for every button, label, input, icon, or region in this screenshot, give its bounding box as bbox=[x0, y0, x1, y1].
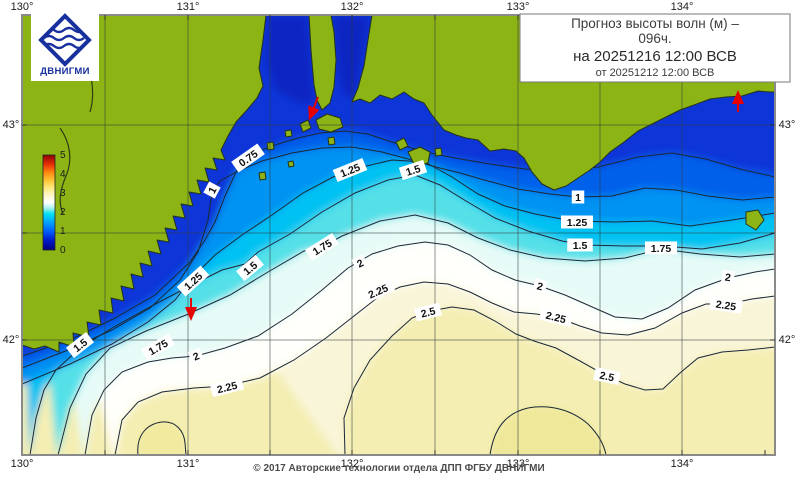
svg-text:2.5: 2.5 bbox=[598, 370, 615, 385]
svg-text:1.75: 1.75 bbox=[651, 243, 672, 255]
graticule bbox=[22, 15, 775, 455]
contour-label: 1.5 bbox=[567, 238, 593, 252]
legend-tick-label: 4 bbox=[60, 169, 66, 180]
contour-label: 2.5 bbox=[593, 366, 621, 386]
copyright-text: © 2017 Авторские технологии отдела ДПП Ф… bbox=[253, 463, 544, 474]
contour-label: 1 bbox=[203, 181, 221, 199]
svg-text:2: 2 bbox=[191, 350, 201, 363]
forecast-lead-hours: 096ч. bbox=[638, 31, 671, 46]
island bbox=[745, 209, 765, 231]
axis-labels: 130° 131° 132° 133° 134° 130° 131° 132° 133° 134°… bbox=[3, 1, 796, 470]
svg-text:2: 2 bbox=[724, 272, 732, 285]
svg-text:1.25: 1.25 bbox=[567, 217, 588, 229]
legend-tick-label: 2 bbox=[60, 207, 66, 218]
sea-field bbox=[22, 15, 775, 455]
lon-label-bottom: 130° bbox=[11, 458, 34, 470]
logo-background bbox=[31, 13, 99, 81]
lon-label-bottom: 132° bbox=[341, 458, 364, 470]
svg-text:2.25: 2.25 bbox=[544, 310, 567, 327]
forecast-valid-time: на 20251216 12:00 ВСВ bbox=[573, 48, 737, 65]
lat-label-left: 42° bbox=[3, 334, 20, 346]
lon-label-bottom: 134° bbox=[671, 458, 694, 470]
lat-label-left: 43° bbox=[3, 119, 20, 131]
contour-label: 2.25 bbox=[538, 306, 574, 328]
svg-text:1.5: 1.5 bbox=[573, 240, 588, 252]
contour-label: 2 bbox=[187, 347, 205, 365]
island bbox=[287, 160, 295, 168]
svg-text:2: 2 bbox=[355, 257, 366, 270]
logo-text: ДВНИГМИ bbox=[40, 66, 90, 77]
contour-label: 2 bbox=[720, 269, 736, 285]
contour-label: 1.25 bbox=[561, 215, 593, 229]
svg-text:1: 1 bbox=[575, 192, 581, 204]
legend-tick-label: 5 bbox=[60, 150, 66, 161]
lon-label-top: 130° bbox=[11, 1, 34, 13]
island bbox=[434, 147, 443, 157]
island bbox=[258, 171, 267, 181]
svg-text:2: 2 bbox=[535, 280, 544, 293]
lat-label-right: 43° bbox=[779, 119, 796, 131]
title-box: Прогноз высоты волн (м) – 096ч. на 20251… bbox=[519, 13, 791, 83]
lon-label-bottom: 133° bbox=[507, 458, 530, 470]
contour-label: 2.25 bbox=[709, 296, 743, 314]
contour-label: 1.5 bbox=[398, 159, 428, 181]
contour-label: 1.75 bbox=[645, 241, 677, 255]
contour-label: 2 bbox=[351, 254, 369, 272]
legend-tick-label: 3 bbox=[60, 188, 66, 199]
legend-tick-label: 0 bbox=[60, 245, 66, 256]
contour-lines bbox=[22, 130, 775, 455]
svg-text:1.5: 1.5 bbox=[405, 163, 423, 179]
lon-label-bottom: 131° bbox=[177, 458, 200, 470]
lat-label-right: 42° bbox=[779, 334, 796, 346]
contour-label: 2 bbox=[532, 278, 548, 294]
lon-label-top: 134° bbox=[671, 1, 694, 13]
peninsula bbox=[308, 15, 337, 111]
island bbox=[299, 119, 312, 133]
island bbox=[327, 136, 336, 146]
lon-label-top: 132° bbox=[341, 1, 364, 13]
svg-text:2.5: 2.5 bbox=[420, 305, 437, 320]
contour-label: 1 bbox=[571, 190, 585, 204]
lon-label-top: 131° bbox=[177, 1, 200, 13]
logo-dvnigmi: ДВНИГМИ bbox=[31, 13, 99, 81]
contour-label: 2.25 bbox=[209, 376, 245, 398]
legend-tick-label: 1 bbox=[60, 226, 66, 237]
island bbox=[284, 129, 293, 138]
red-arrow-marker-icon bbox=[308, 96, 320, 121]
contour-label: 2.5 bbox=[414, 302, 442, 322]
island bbox=[395, 137, 409, 151]
svg-text:1: 1 bbox=[206, 185, 219, 196]
lon-label-top: 133° bbox=[507, 1, 530, 13]
forecast-title: Прогноз высоты волн (м) – bbox=[571, 16, 739, 31]
legend-colorbar: 0 1 2 3 4 5 bbox=[42, 150, 66, 256]
title-box-frame bbox=[519, 13, 791, 83]
station-markers bbox=[185, 90, 744, 321]
svg-text:2.25: 2.25 bbox=[216, 380, 239, 397]
map-frame bbox=[21, 14, 776, 456]
forecast-issue-time: от 20251212 12:00 ВСВ bbox=[596, 67, 715, 79]
legend-gradient-bar bbox=[42, 154, 56, 251]
svg-text:2.25: 2.25 bbox=[715, 299, 737, 314]
island bbox=[315, 113, 344, 133]
